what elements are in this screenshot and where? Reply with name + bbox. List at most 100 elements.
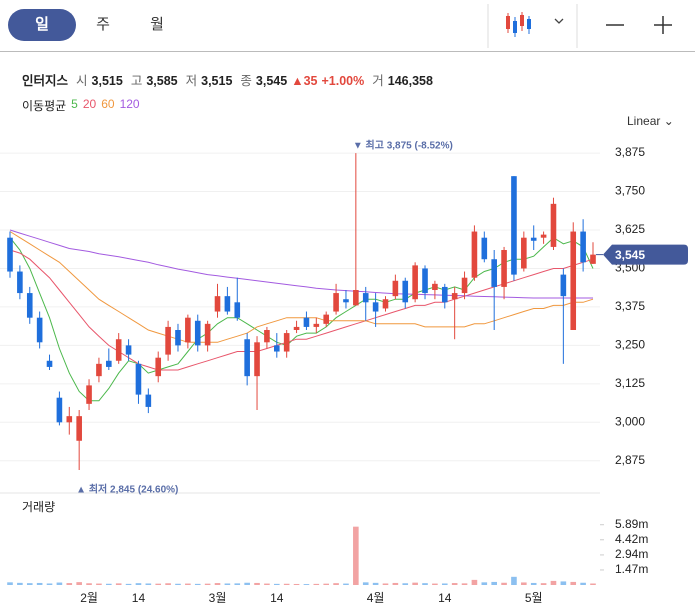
y-tick-label: 3,375	[615, 299, 645, 313]
volume-bar	[106, 583, 112, 585]
candle-body	[343, 299, 349, 303]
candle-body	[461, 277, 468, 294]
ma-legend-item[interactable]: 5	[71, 97, 78, 111]
volume-bar	[333, 583, 339, 585]
ma-legend-item[interactable]: 60	[101, 97, 115, 111]
volume-bar	[441, 583, 448, 585]
candle-body	[185, 317, 191, 343]
candle-body	[56, 397, 63, 423]
ma-line	[9, 231, 594, 343]
candle-body	[135, 363, 142, 395]
candle-body	[155, 357, 162, 377]
volume-bar	[303, 584, 310, 585]
volume-bar	[96, 583, 102, 585]
candle-body	[323, 314, 330, 324]
x-tick-label: 4월	[367, 591, 385, 605]
field-value: 3,515	[91, 74, 123, 88]
chart-type-icon[interactable]	[506, 12, 531, 37]
x-tick-label: 3월	[209, 591, 227, 605]
candle-body	[293, 326, 300, 330]
candle-body	[521, 237, 527, 269]
volume-bar	[86, 583, 92, 585]
candle-body	[36, 317, 43, 343]
candle-body	[402, 280, 409, 303]
last-price-label: 3,545	[615, 248, 645, 262]
volume-bar	[362, 582, 369, 585]
volume-bar	[204, 583, 211, 585]
tab-month[interactable]: 월	[150, 16, 164, 33]
last-price-tag	[603, 244, 688, 265]
volume-bar	[244, 582, 250, 585]
tab-day[interactable]: 일	[8, 9, 76, 41]
candle-body	[550, 203, 557, 247]
high-annotation: ▼ 최고 3,875 (-8.52%)	[353, 139, 453, 152]
candle-body	[570, 231, 577, 330]
candle-body	[46, 360, 53, 367]
volume-bar	[323, 583, 330, 585]
toolbar: 일 주 월	[0, 0, 695, 52]
candle-body	[76, 416, 82, 441]
zoom-in[interactable]	[654, 16, 672, 34]
volume-bar	[372, 582, 379, 585]
field-key: 저	[185, 74, 198, 88]
candle-body	[590, 254, 596, 264]
candle-body	[125, 345, 132, 355]
volume-bar	[540, 583, 547, 585]
volume-bar	[273, 583, 280, 585]
volume-bar	[481, 582, 488, 585]
volume-bar	[402, 583, 409, 585]
volume-bar	[194, 583, 201, 585]
field-key: 시	[76, 74, 88, 88]
field-key: 종	[240, 74, 252, 88]
candle-body	[362, 293, 369, 303]
y-tick-label: 3,250	[615, 338, 645, 352]
field-value: 3,515	[201, 74, 233, 88]
tab-week[interactable]: 주	[96, 16, 110, 33]
volume-bar	[353, 526, 359, 585]
volume-bar	[214, 583, 221, 585]
volume-value: 146,358	[387, 74, 433, 88]
ma-legend-item[interactable]: 120	[119, 97, 140, 111]
volume-bar	[155, 583, 162, 585]
volume-bar	[36, 582, 43, 585]
volume-bar	[115, 583, 122, 585]
candle-body	[491, 259, 497, 287]
x-tick-label: 14	[132, 591, 146, 605]
candle-body	[481, 237, 488, 260]
candle-body	[224, 296, 231, 312]
volume-bar	[590, 583, 596, 585]
x-tick-label: 14	[270, 591, 284, 605]
volume-bar	[7, 582, 13, 585]
volume-bar	[135, 583, 142, 585]
ma-line	[9, 229, 593, 299]
candle-body	[204, 323, 211, 346]
candle-body	[372, 302, 379, 312]
volume-bar	[471, 579, 478, 585]
stock-name: 인터지스	[22, 74, 69, 88]
ma-legend-item[interactable]: 20	[82, 97, 97, 111]
candle-body	[165, 326, 171, 355]
candle-body	[313, 323, 320, 327]
volume-bar	[501, 582, 507, 585]
candle-body	[26, 293, 33, 318]
x-tick-label: 5월	[525, 591, 543, 605]
volume-bar	[491, 581, 497, 585]
candle-body	[234, 302, 241, 318]
y-tick-label: 3,875	[615, 145, 645, 159]
volume-bar	[422, 583, 428, 585]
low-annotation: ▲ 최저 2,845 (24.60%)	[76, 483, 178, 496]
volume-bar	[382, 583, 389, 585]
candle-body	[580, 231, 586, 263]
candle-body	[501, 250, 507, 287]
x-tick-label: 14	[438, 591, 452, 605]
dropdown-chevron[interactable]	[554, 18, 564, 24]
volume-tick-label: 5.89m	[615, 517, 648, 531]
candle-body	[432, 283, 438, 290]
candle-body	[175, 330, 181, 346]
scale-mode[interactable]: Linear ⌄	[627, 114, 674, 128]
candle-body	[273, 345, 280, 352]
volume-bar	[264, 583, 270, 585]
volume-tick-label: 4.42m	[615, 532, 648, 546]
volume-tick-label: 1.47m	[615, 562, 648, 576]
field-value: 3,545	[255, 74, 288, 88]
